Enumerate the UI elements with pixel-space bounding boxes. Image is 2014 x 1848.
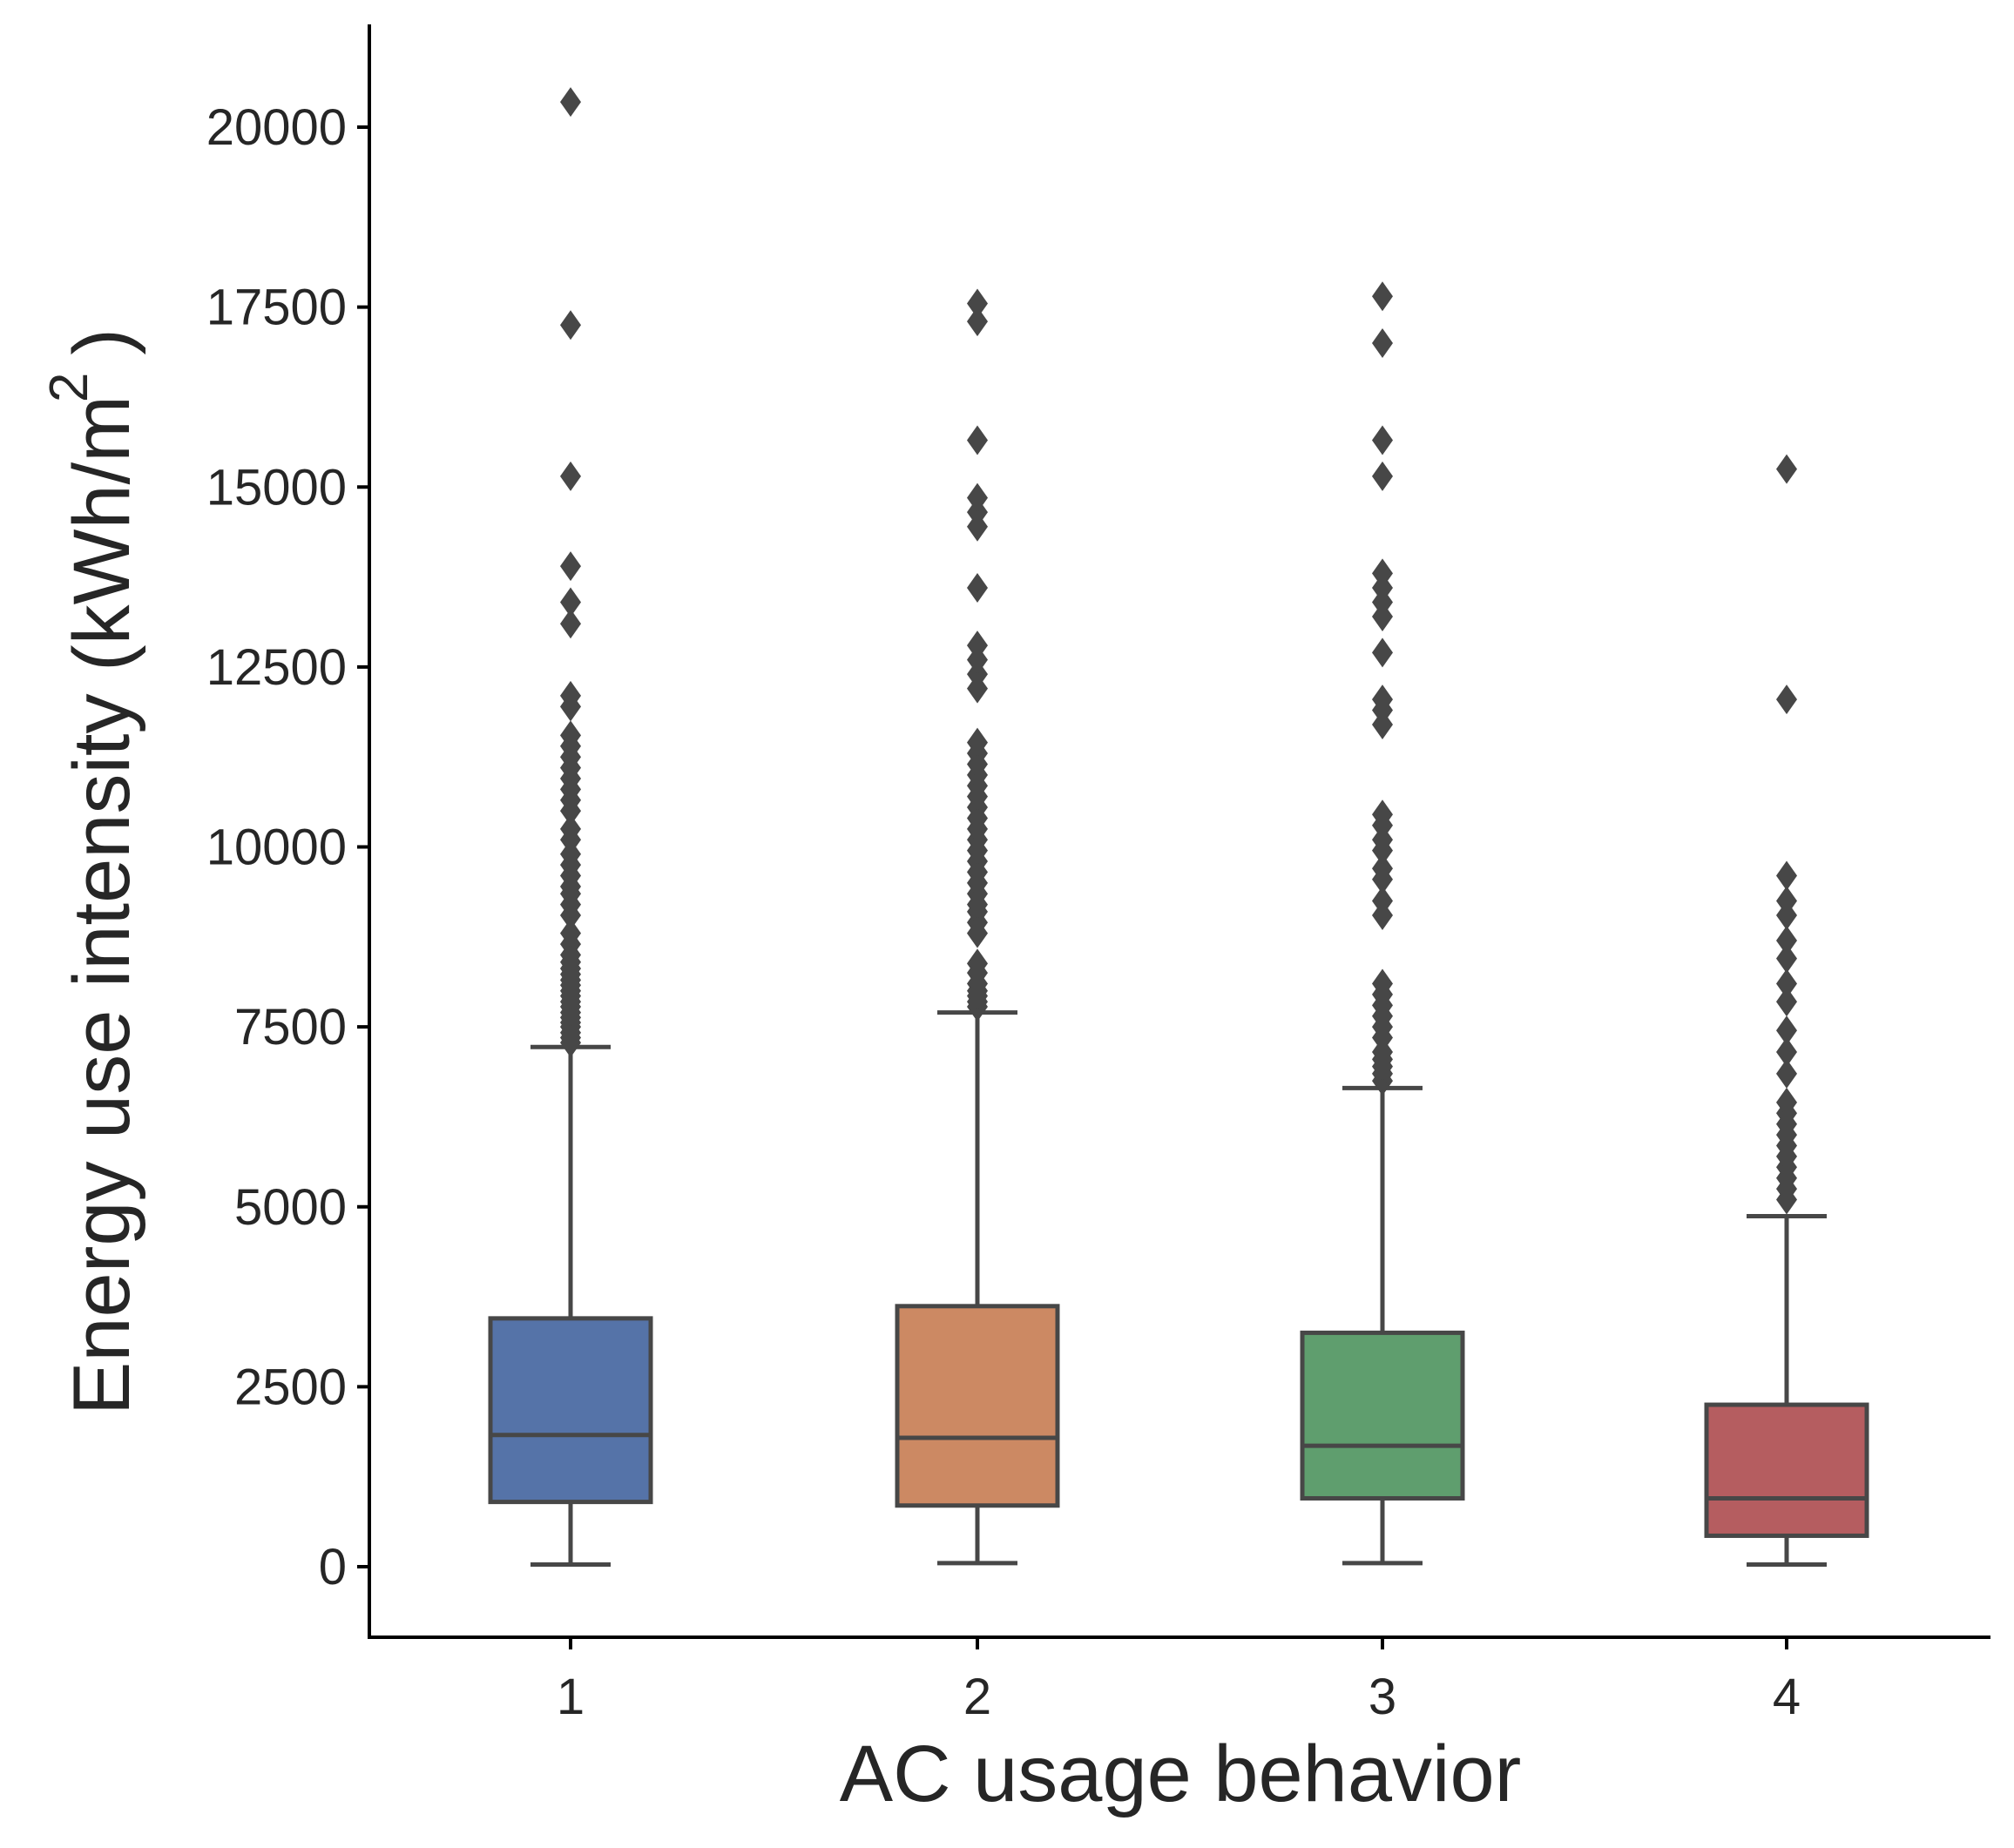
iqr-box (1300, 1330, 1465, 1501)
outlier-point (1372, 327, 1393, 358)
outlier-point (1372, 968, 1393, 999)
y-tick-label: 5000 (234, 1179, 347, 1236)
outlier-point (560, 813, 581, 844)
box-group-4 (1704, 454, 1869, 1568)
outlier-point (1776, 987, 1797, 1017)
outlier-point (560, 461, 581, 491)
y-axis-title: Energy use intensity (kWh/m2) (39, 328, 146, 1415)
outlier-point (967, 307, 988, 337)
outlier-point (560, 587, 581, 617)
outlier-point (560, 918, 581, 948)
y-tick-label: 15000 (206, 459, 347, 516)
outlier-point (967, 948, 988, 979)
outlier-point (967, 288, 988, 319)
outlier-point (1372, 461, 1393, 491)
x-tick-label: 1 (557, 1669, 585, 1725)
outlier-point (1776, 1058, 1797, 1089)
x-tick-label: 4 (1773, 1669, 1801, 1725)
iqr-box (1704, 1402, 1869, 1538)
outlier-point (560, 720, 581, 751)
y-axis-title-main: Energy use intensity (kWh/m (57, 395, 146, 1415)
iqr-box (895, 1304, 1060, 1508)
outlier-point (1372, 637, 1393, 668)
outlier-point (560, 551, 581, 582)
outlier-point (1372, 281, 1393, 312)
outlier-point (1776, 1037, 1797, 1068)
box-group-1 (488, 87, 653, 1568)
outlier-point (1776, 860, 1797, 891)
outlier-point (1776, 454, 1797, 484)
outlier-point (560, 609, 581, 639)
box-group-2 (895, 288, 1060, 1566)
y-axis-title-group: Energy use intensity (kWh/m2) (39, 328, 146, 1415)
outlier-point (560, 680, 581, 711)
outlier-point (1372, 799, 1393, 830)
outlier-point (967, 631, 988, 661)
axes (368, 24, 1990, 1639)
box-group-3 (1300, 281, 1465, 1566)
outlier-point (1372, 425, 1393, 455)
y-axis-title-close: ) (57, 328, 146, 355)
x-ticks: 1 2 3 4 (557, 1637, 1801, 1725)
outlier-point (1776, 943, 1797, 974)
outlier-point (1776, 1015, 1797, 1046)
outlier-point (1372, 853, 1393, 884)
x-tick-label: 3 (1369, 1669, 1396, 1725)
plot-area (488, 87, 1869, 1568)
y-tick-label: 17500 (206, 280, 347, 336)
outlier-point (967, 572, 988, 603)
outlier-point (1776, 925, 1797, 955)
outlier-point (560, 310, 581, 341)
x-axis-title: AC usage behavior (840, 1730, 1522, 1818)
outlier-point (967, 482, 988, 513)
outlier-point (560, 87, 581, 118)
y-tick-label: 2500 (234, 1359, 347, 1415)
outlier-point (967, 727, 988, 758)
outlier-point (1372, 685, 1393, 715)
y-tick-label: 0 (319, 1539, 347, 1595)
iqr-box (488, 1316, 653, 1505)
y-axis-title-superscript: 2 (39, 373, 99, 402)
y-ticks: 0 2500 5000 7500 10000 12500 15000 17500 20000 (206, 99, 369, 1595)
outlier-point (1776, 685, 1797, 715)
y-tick-label: 12500 (206, 639, 347, 696)
y-tick-label: 7500 (234, 999, 347, 1056)
x-tick-label: 2 (963, 1669, 991, 1725)
outlier-point (1372, 558, 1393, 589)
outlier-point (967, 425, 988, 455)
y-tick-label: 20000 (206, 99, 347, 156)
outlier-point (1372, 886, 1393, 916)
outlier-point (1776, 968, 1797, 999)
y-tick-label: 10000 (206, 819, 347, 876)
outlier-point (1776, 886, 1797, 916)
outlier-point (1776, 1087, 1797, 1117)
